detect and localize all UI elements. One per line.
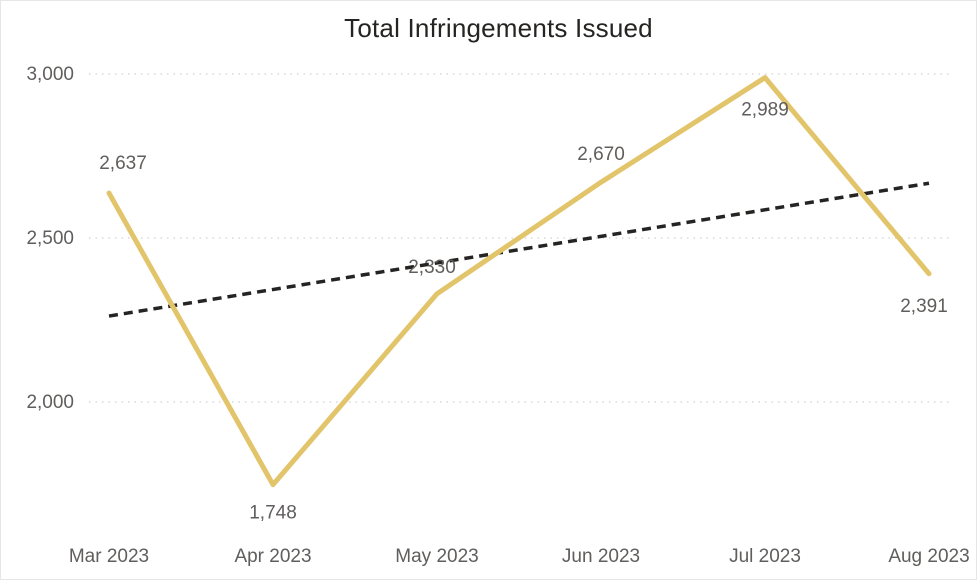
x-axis: Mar 2023 Apr 2023 May 2023 Jun 2023 Jul 2023… bbox=[69, 546, 970, 567]
series-layer bbox=[109, 78, 929, 485]
x-tick-label: Jul 2023 bbox=[729, 546, 801, 567]
trendline-layer bbox=[109, 183, 929, 316]
data-label: 2,637 bbox=[99, 153, 147, 174]
x-tick-label: Apr 2023 bbox=[234, 546, 311, 567]
y-tick-label: 3,000 bbox=[26, 64, 74, 85]
x-tick-label: Aug 2023 bbox=[888, 546, 969, 567]
data-label: 2,391 bbox=[900, 296, 948, 317]
y-tick-label: 2,500 bbox=[26, 228, 74, 249]
y-axis: 2,000 2,500 3,000 bbox=[26, 64, 74, 413]
data-label: 2,330 bbox=[408, 257, 456, 278]
x-tick-label: May 2023 bbox=[395, 546, 478, 567]
data-label: 2,989 bbox=[741, 100, 789, 121]
data-labels: 2,637 1,748 2,330 2,670 2,989 2,391 bbox=[99, 100, 948, 524]
trendline bbox=[109, 183, 929, 316]
series-line bbox=[109, 78, 929, 485]
x-tick-label: Mar 2023 bbox=[69, 546, 149, 567]
data-label: 1,748 bbox=[249, 503, 297, 524]
x-tick-label: Jun 2023 bbox=[562, 546, 640, 567]
y-tick-label: 2,000 bbox=[26, 392, 74, 413]
data-label: 2,670 bbox=[577, 144, 625, 165]
